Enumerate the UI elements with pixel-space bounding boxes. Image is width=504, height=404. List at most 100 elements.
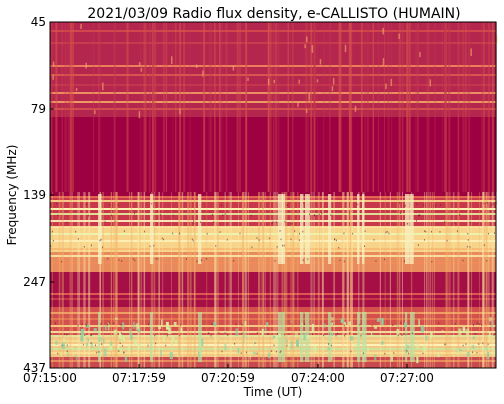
- heatmap-cell: [327, 347, 330, 351]
- heatmap-cell: [406, 344, 410, 349]
- heatmap-cell: [487, 343, 489, 346]
- chart-title: 2021/03/09 Radio flux density, e-CALLIST…: [87, 6, 460, 22]
- heatmap-cell: [311, 333, 313, 336]
- heatmap-cell: [159, 213, 161, 216]
- heatmap-cell: [476, 322, 478, 324]
- heatmap-cell: [129, 192, 130, 368]
- heatmap-cell: [323, 334, 325, 337]
- heatmap-cell: [431, 230, 433, 233]
- heatmap-cell: [282, 194, 286, 264]
- heatmap-cell: [206, 192, 208, 368]
- heatmap-cell: [276, 246, 278, 248]
- heatmap-cell: [448, 192, 451, 368]
- spectrogram-heatmap: [50, 22, 498, 368]
- heatmap-cell: [371, 324, 373, 327]
- heatmap-cell: [119, 332, 122, 340]
- heatmap-cell: [272, 22, 275, 192]
- heatmap-cell: [211, 213, 213, 216]
- heatmap-cell: [72, 22, 74, 192]
- heatmap-cell: [462, 22, 464, 192]
- heatmap-cell: [280, 350, 282, 352]
- heatmap-cell: [338, 246, 340, 249]
- heatmap-cell: [478, 323, 480, 325]
- heatmap-cell: [290, 192, 293, 368]
- heatmap-cell: [244, 321, 247, 326]
- heatmap-cell: [176, 354, 179, 358]
- heatmap-cell: [51, 22, 53, 192]
- heatmap-cell: [330, 214, 332, 216]
- heatmap-cell: [264, 192, 266, 368]
- heatmap-cell: [200, 221, 202, 224]
- heatmap-cell: [50, 84, 496, 86]
- heatmap-cell: [158, 192, 160, 368]
- heatmap-cell: [371, 332, 373, 335]
- heatmap-cell: [309, 213, 311, 216]
- heatmap-cell: [57, 352, 59, 355]
- heatmap-cell: [483, 244, 485, 246]
- heatmap-cell: [398, 22, 400, 192]
- heatmap-cell: [318, 213, 320, 216]
- heatmap-cell: [313, 214, 315, 216]
- heatmap-cell: [313, 22, 316, 192]
- heatmap-cell: [230, 192, 232, 368]
- heatmap-cell: [456, 230, 458, 232]
- heatmap-cell: [487, 192, 490, 368]
- heatmap-cell: [133, 339, 137, 346]
- heatmap-cell: [359, 323, 361, 326]
- heatmap-cell: [382, 58, 385, 66]
- heatmap-cell: [161, 319, 163, 327]
- heatmap-cell: [483, 22, 485, 192]
- heatmap-cell: [163, 22, 165, 192]
- heatmap-cell: [61, 192, 64, 368]
- heatmap-cell: [311, 45, 314, 53]
- heatmap-cell: [418, 214, 420, 217]
- heatmap-cell: [218, 22, 221, 192]
- heatmap-cell: [50, 101, 496, 103]
- heatmap-cell: [100, 351, 103, 356]
- heatmap-cell: [348, 192, 349, 368]
- heatmap-cell: [367, 22, 369, 192]
- heatmap-cell: [493, 349, 497, 356]
- heatmap-cell: [467, 192, 469, 368]
- heatmap-cell: [476, 352, 478, 354]
- heatmap-cell: [343, 324, 345, 327]
- heatmap-cell: [284, 220, 286, 223]
- heatmap-cell: [249, 352, 251, 360]
- heatmap-cell: [192, 220, 194, 222]
- heatmap-cell: [459, 213, 461, 216]
- heatmap-cell: [348, 321, 352, 326]
- heatmap-cell: [143, 192, 146, 368]
- heatmap-cell: [471, 192, 473, 368]
- heatmap-cell: [260, 192, 262, 368]
- heatmap-cell: [435, 204, 437, 207]
- heatmap-cell: [423, 204, 425, 206]
- heatmap-cell: [310, 22, 313, 192]
- heatmap-cell: [428, 192, 430, 368]
- heatmap-cell: [195, 64, 198, 68]
- heatmap-cell: [342, 192, 345, 368]
- heatmap-cell: [51, 192, 53, 368]
- heatmap-cell: [104, 325, 107, 331]
- heatmap-cell: [298, 79, 300, 84]
- heatmap-cell: [317, 192, 319, 368]
- heatmap-cell: [256, 352, 258, 355]
- heatmap-cell: [405, 333, 407, 336]
- heatmap-cell: [302, 230, 304, 233]
- heatmap-cell: [492, 202, 494, 205]
- heatmap-cell: [171, 192, 172, 368]
- heatmap-cell: [460, 351, 462, 354]
- heatmap-cell: [172, 232, 174, 235]
- heatmap-cell: [274, 260, 276, 262]
- heatmap-cell: [88, 214, 90, 217]
- heatmap-cell: [55, 322, 57, 325]
- heatmap-cell: [467, 239, 469, 241]
- heatmap-cell: [98, 22, 99, 192]
- heatmap-cell: [258, 192, 260, 368]
- heatmap-cell: [469, 221, 471, 224]
- heatmap-cell: [388, 232, 390, 235]
- heatmap-cell: [268, 352, 270, 359]
- heatmap-cell: [238, 192, 239, 368]
- heatmap-cell: [431, 192, 434, 368]
- heatmap-cell: [50, 200, 496, 202]
- heatmap-cell: [286, 339, 288, 343]
